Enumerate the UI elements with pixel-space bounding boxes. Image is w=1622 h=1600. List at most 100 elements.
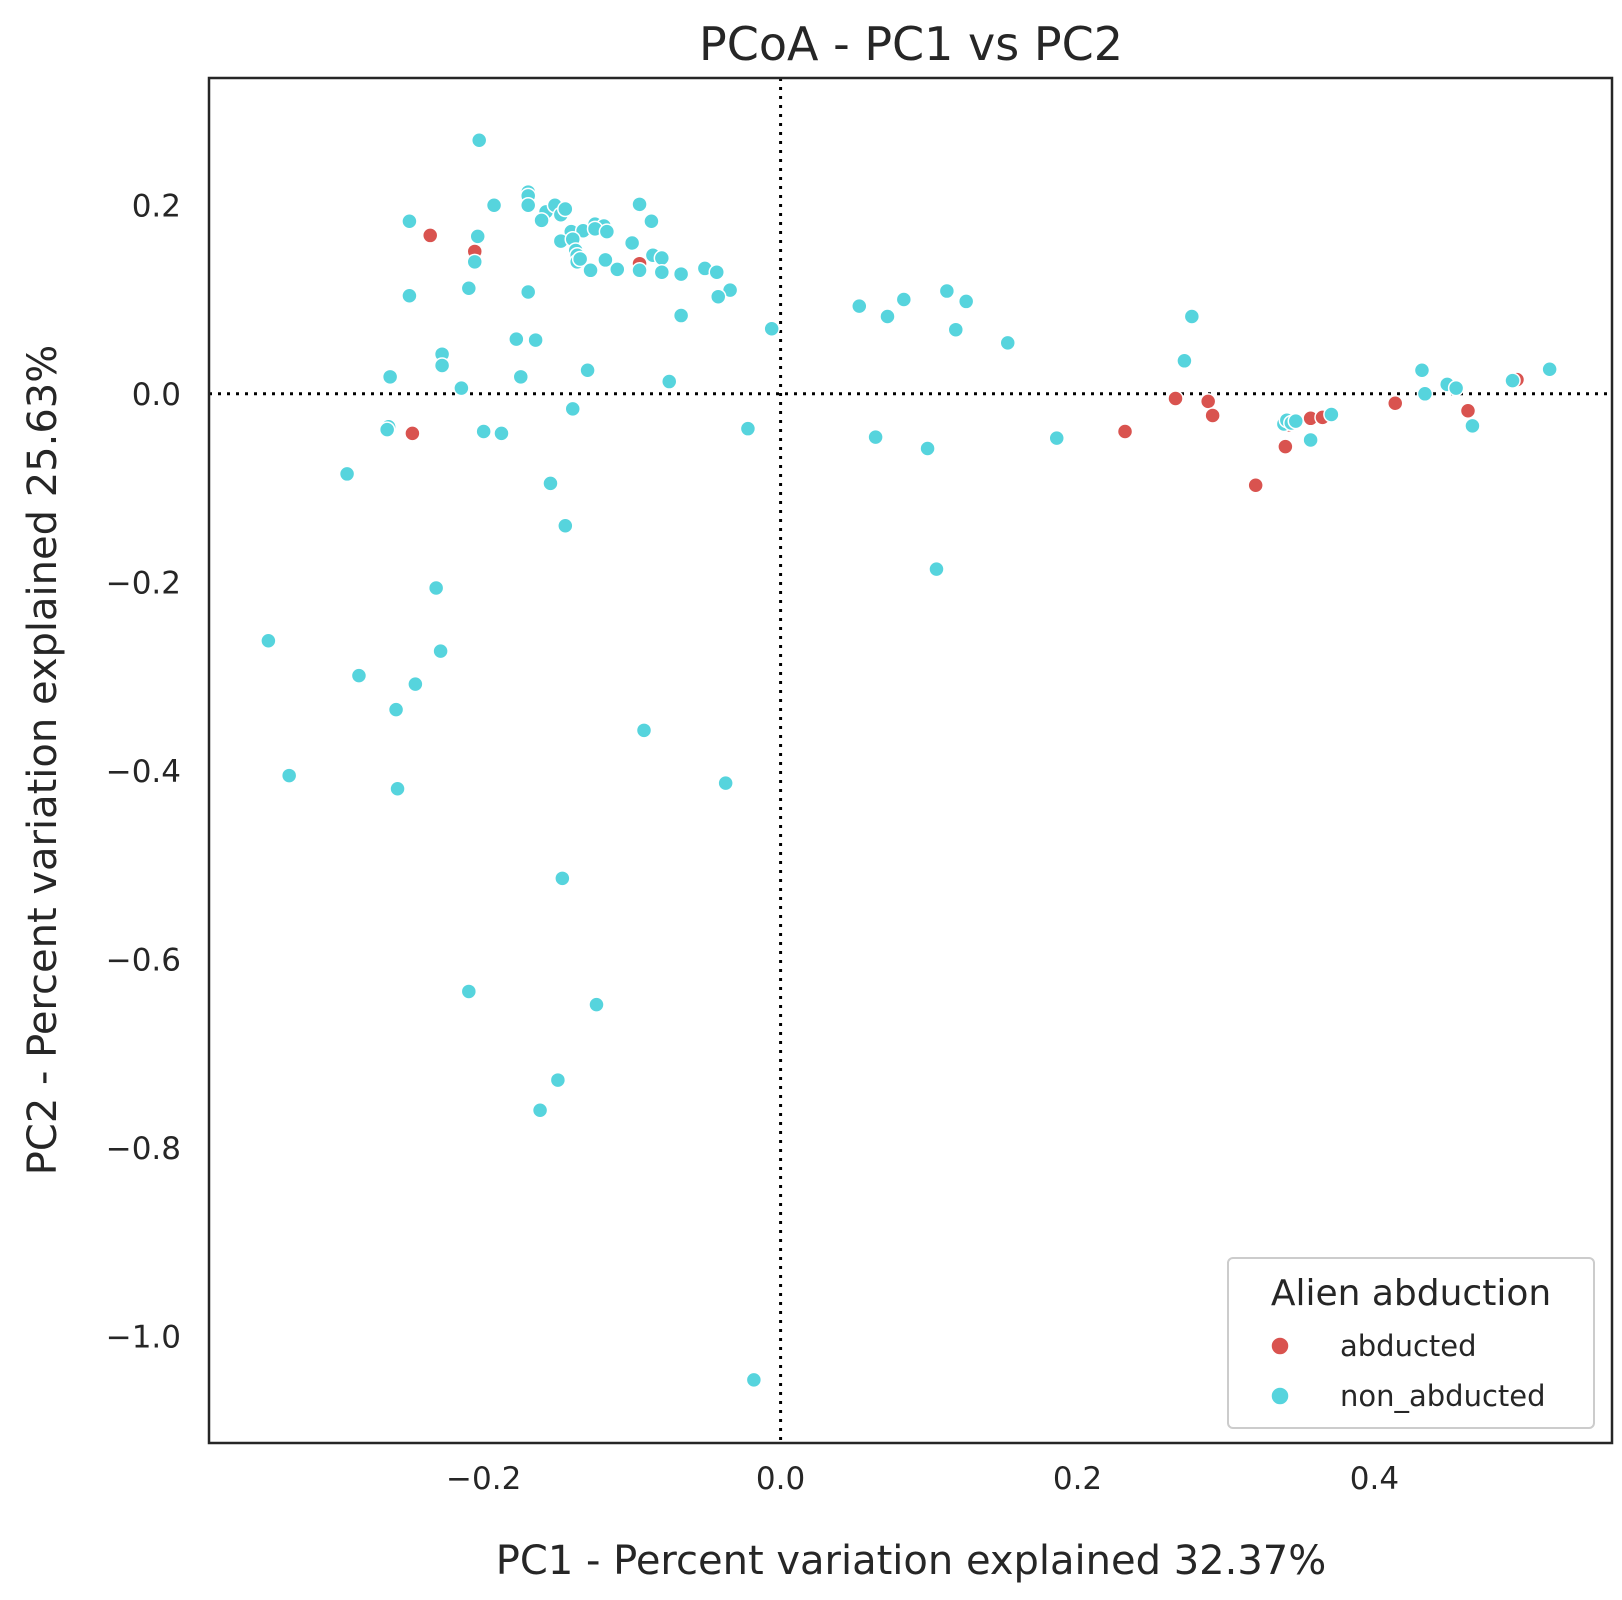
data-point-abducted-7	[1204, 407, 1221, 424]
data-point-non_abducted-82	[938, 282, 956, 300]
data-point-non_abducted-44	[763, 320, 780, 338]
data-point-non_abducted-43	[672, 307, 690, 324]
x-tick-label: 0.2	[1053, 1461, 1102, 1497]
legend-marker-non_abducted	[1270, 1386, 1290, 1406]
data-point-non_abducted-60	[542, 475, 559, 492]
data-point-non_abducted-97	[1323, 406, 1340, 423]
data-point-non_abducted-25	[597, 251, 614, 269]
data-point-non_abducted-85	[999, 334, 1016, 352]
data-point-non_abducted-62	[427, 579, 445, 597]
data-point-non_abducted-83	[957, 293, 975, 310]
data-point-non_abducted-75	[549, 1071, 567, 1089]
plot-frame	[207, 76, 1614, 1445]
data-point-non_abducted-64	[432, 642, 449, 660]
data-point-non_abducted-104	[1541, 361, 1558, 378]
data-point-non_abducted-9	[557, 200, 574, 218]
data-point-non_abducted-58	[378, 421, 396, 438]
x-tick-label: 0.4	[1350, 1461, 1399, 1497]
data-point-non_abducted-95	[1287, 412, 1305, 430]
legend-box	[1227, 1257, 1595, 1429]
legend-title: Alien abduction	[1271, 1273, 1551, 1314]
data-point-non_abducted-98	[1413, 361, 1431, 379]
data-point-non_abducted-31	[460, 279, 478, 297]
data-point-non_abducted-56	[493, 425, 510, 442]
y-axis-label: PC2 - Percent variation explained 25.63%	[20, 345, 66, 1175]
data-point-non_abducted-70	[389, 780, 406, 798]
data-point-non_abducted-59	[338, 465, 356, 483]
data-point-non_abducted-53	[660, 373, 678, 390]
data-point-non_abducted-71	[717, 774, 734, 792]
data-point-non_abducted-52	[579, 361, 596, 379]
data-point-non_abducted-89	[928, 560, 945, 578]
data-point-non_abducted-29	[469, 228, 486, 245]
data-point-abducted-2	[404, 425, 421, 442]
data-point-non_abducted-46	[527, 331, 544, 349]
data-point-non_abducted-2	[485, 197, 503, 214]
data-point-non_abducted-30	[466, 253, 484, 271]
data-point-non_abducted-79	[851, 297, 868, 315]
data-point-non_abducted-48	[433, 357, 451, 374]
data-point-non_abducted-5	[519, 197, 537, 214]
data-point-abducted-8	[1247, 476, 1264, 494]
data-point-non_abducted-49	[512, 368, 530, 386]
data-point-non_abducted-26	[623, 234, 641, 252]
data-point-non_abducted-67	[387, 701, 405, 718]
legend-label-abducted: abducted	[1340, 1329, 1477, 1363]
data-point-non_abducted-81	[895, 291, 913, 308]
data-point-abducted-6	[1199, 393, 1217, 410]
data-point-abducted-0	[421, 227, 439, 244]
data-point-non_abducted-28	[653, 249, 671, 267]
x-tick-label: 0.0	[756, 1461, 805, 1497]
y-tick-label: −0.2	[106, 565, 181, 601]
chart-title: PCoA - PC1 vs PC2	[699, 17, 1123, 71]
data-point-abducted-4	[1116, 423, 1134, 440]
data-point-non_abducted-84	[947, 321, 965, 338]
data-point-non_abducted-101	[1447, 379, 1465, 397]
data-point-non_abducted-87	[919, 440, 936, 457]
y-tick-label: −0.8	[106, 1131, 181, 1167]
legend-marker-abducted	[1270, 1336, 1290, 1356]
x-tick-label: −0.2	[446, 1461, 521, 1497]
data-point-non_abducted-77	[745, 1371, 763, 1389]
data-point-non_abducted-74	[588, 996, 605, 1013]
data-point-non_abducted-10	[533, 212, 550, 229]
y-tick-label: −0.4	[106, 754, 181, 790]
data-point-non_abducted-69	[280, 767, 298, 784]
data-point-non_abducted-76	[531, 1101, 549, 1119]
data-point-non_abducted-88	[1048, 429, 1065, 447]
data-point-non_abducted-51	[453, 379, 470, 397]
x-axis-label: PC1 - Percent variation explained 32.37%	[496, 1538, 1326, 1584]
data-point-non_abducted-35	[609, 261, 626, 278]
data-point-non_abducted-37	[653, 263, 671, 281]
data-point-non_abducted-72	[554, 870, 571, 887]
data-point-non_abducted-16	[598, 223, 616, 240]
data-point-non_abducted-90	[1183, 308, 1201, 325]
series-abducted	[404, 227, 1526, 494]
data-point-non_abducted-38	[672, 265, 690, 283]
data-point-non_abducted-34	[582, 262, 599, 279]
data-point-non_abducted-99	[1416, 385, 1434, 403]
data-point-non_abducted-33	[401, 287, 418, 305]
y-tick-label: 0.0	[132, 377, 181, 413]
data-point-non_abducted-54	[564, 400, 581, 418]
series-non_abducted	[260, 131, 1558, 1389]
data-point-abducted-15	[1459, 402, 1477, 420]
y-tick-label: 0.2	[132, 188, 181, 224]
data-point-non_abducted-36	[631, 262, 648, 279]
data-point-non_abducted-103	[1504, 372, 1521, 389]
data-point-non_abducted-61	[557, 517, 574, 535]
data-point-abducted-14	[1386, 394, 1404, 412]
data-point-non_abducted-73	[460, 983, 478, 1000]
data-point-abducted-5	[1167, 390, 1184, 407]
data-point-non_abducted-86	[867, 428, 884, 446]
data-point-non_abducted-78	[739, 420, 757, 437]
data-point-non_abducted-1	[401, 213, 418, 230]
plot-area	[207, 76, 1614, 1445]
data-point-non_abducted-68	[635, 722, 653, 739]
data-point-non_abducted-45	[508, 330, 525, 348]
data-point-non_abducted-24	[571, 250, 589, 268]
legend: Alien abduction abducted non_abducted	[1227, 1257, 1595, 1429]
data-point-non_abducted-65	[350, 667, 368, 684]
data-point-non_abducted-50	[381, 368, 399, 386]
